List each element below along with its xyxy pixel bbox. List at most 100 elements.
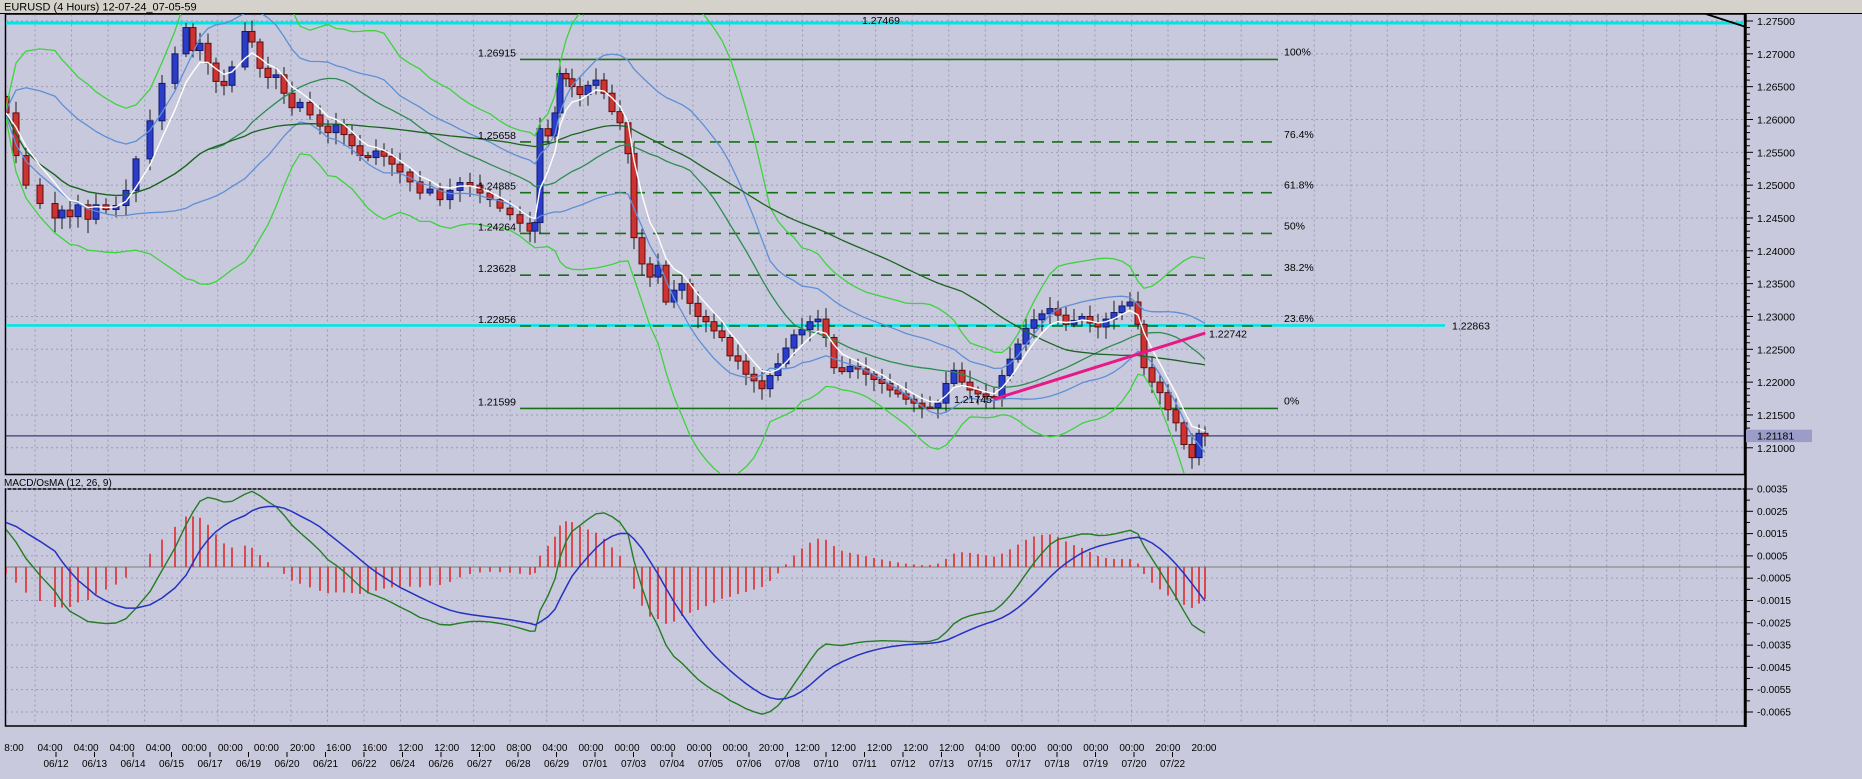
time-label: 04:00 [146,743,171,754]
fib-pct-label: 100% [1284,46,1311,58]
candle [846,365,854,373]
candle [592,79,600,86]
date-label: 07/12 [890,759,915,770]
date-label: 07/10 [813,759,838,770]
candle [372,150,380,159]
time-label: 16:00 [362,743,387,754]
time-label: 04:00 [975,743,1000,754]
macd-plot-layer[interactable] [6,490,1744,715]
price-axis-label: 1.23000 [1757,311,1795,323]
candle [1172,409,1180,424]
date-label: 06/28 [505,759,530,770]
candle [830,336,838,369]
fib-price-label: 1.25658 [478,130,516,142]
candle [758,380,766,390]
title-bar[interactable]: EURUSD (4 Hours) 12-07-24_07-05-59 [0,0,1862,14]
candle [446,189,454,201]
candle [296,101,304,109]
candle [306,101,314,116]
date-label: 06/26 [428,759,453,770]
candle [654,264,662,278]
main-chart-frame [4,13,1746,476]
price-axis-label: 1.21000 [1757,443,1795,455]
candle [436,188,444,201]
candle [734,355,742,362]
upper-blue-band [6,14,1206,370]
candle [638,237,646,265]
date-label: 07/18 [1044,759,1069,770]
candle [958,369,966,383]
date-label: 06/17 [197,759,222,770]
macd-signal-line [6,505,1206,701]
lower-green-band [6,118,1185,474]
time-label: 12:00 [398,743,423,754]
macd-axis-label: 0.0015 [1757,529,1788,540]
candle [782,347,790,365]
time-label: 00:00 [254,743,279,754]
macd-axis-label: 0.0025 [1757,507,1788,518]
candle [84,204,92,220]
candle [466,182,474,186]
fib-pct-label: 50% [1284,220,1305,232]
candle [1062,314,1070,325]
time-label: 00:00 [687,743,712,754]
candle [1086,315,1094,324]
fib-pct-label: 61.8% [1284,180,1314,192]
date-label: 07/03 [621,759,646,770]
top-right-trendline[interactable] [1705,13,1747,28]
candle [212,62,220,82]
date-label: 07/08 [775,759,800,770]
fib-pct-label: 38.2% [1284,262,1314,274]
candle [426,188,434,194]
indicator-overlays-layer [6,14,1206,474]
candle [1148,367,1156,383]
candles-layer[interactable] [3,20,1209,469]
candle [950,369,958,384]
trendline-start-label: 1.21745 [954,394,992,406]
time-label: 20:00 [1191,743,1216,754]
candle [36,184,44,205]
candle [726,336,734,357]
candle [630,153,638,239]
candle [1030,319,1038,329]
price-axis-label: 1.27000 [1757,49,1795,61]
candle [814,318,822,323]
chart-labels-layer: 1.26915 100% 1.25658 76.4% 1.24885 61.8% 1.242… [478,15,1490,408]
candle [1188,444,1196,459]
time-label: 20:00 [759,743,784,754]
date-label: 07/20 [1121,759,1146,770]
candle [766,375,774,390]
candle [356,145,364,157]
macd-axis-label: 0.0035 [1757,484,1788,495]
fib-pct-label: 23.6% [1284,313,1314,325]
time-label: 12:00 [434,743,459,754]
candle [416,181,424,194]
candle [822,318,830,338]
date-label: 07/22 [1160,759,1185,770]
rising-support-trendline[interactable] [993,331,1206,401]
time-label: 00:00 [1083,743,1108,754]
candle [1140,323,1148,369]
candle [600,79,608,94]
time-label: 12:00 [903,743,928,754]
candle [196,42,204,52]
date-label: 07/04 [659,759,684,770]
time-axis[interactable]: 8:00 04:00 04:00 04:00 04:00 00:00 00:00 00:00 2… [4,743,1217,770]
price-axis-label: 1.26000 [1757,114,1795,126]
candle [1156,381,1164,394]
time-label: 12:00 [470,743,495,754]
trendlines-layer[interactable] [993,13,1747,401]
candle [316,114,324,127]
candle [324,125,332,134]
title-bar-bg [0,0,1862,13]
chart-title: EURUSD (4 Hours) 12-07-24_07-05-59 [4,2,197,14]
candle [241,31,249,68]
candle [348,134,356,147]
candle [934,402,942,409]
price-axis[interactable]: 1.27500 1.27000 1.26500 1.26000 1.25500 1.250… [1745,16,1812,455]
fib-price-label: 1.23628 [478,263,516,275]
candle [388,155,396,165]
candle [702,315,710,323]
macd-axis[interactable]: 0.0035 0.0025 0.0015 0.0005 -0.0005 -0.0015 -0… [1745,484,1791,718]
